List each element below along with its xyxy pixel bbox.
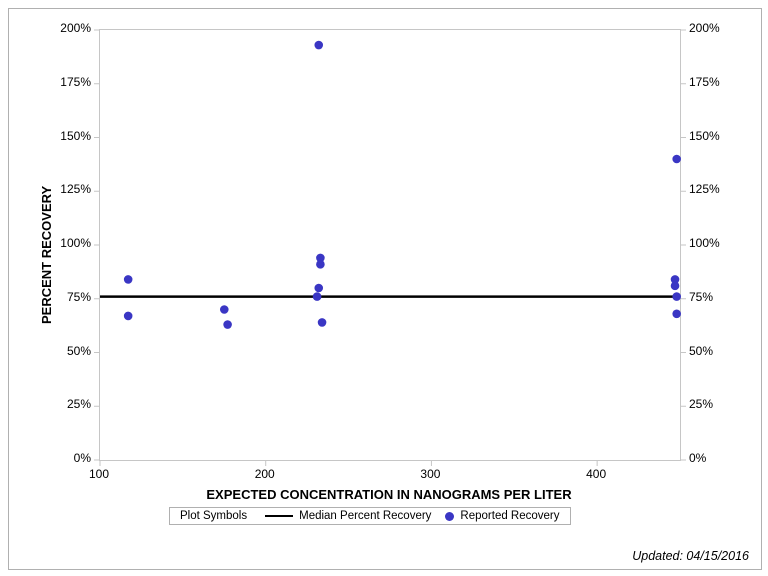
tick-label: 150% bbox=[689, 129, 720, 143]
data-point bbox=[314, 284, 323, 293]
data-point bbox=[124, 275, 133, 284]
data-point bbox=[318, 318, 327, 327]
tick-label: 75% bbox=[51, 290, 91, 304]
chart-frame: EXPECTED CONCENTRATION IN NANOGRAMS PER … bbox=[8, 8, 762, 570]
data-point bbox=[223, 320, 232, 329]
tick-label: 100 bbox=[79, 467, 119, 481]
x-axis-label: EXPECTED CONCENTRATION IN NANOGRAMS PER … bbox=[99, 487, 679, 502]
data-point bbox=[671, 282, 680, 291]
tick-label: 100% bbox=[51, 236, 91, 250]
data-point bbox=[124, 312, 133, 321]
updated-text: Updated: 04/15/2016 bbox=[632, 549, 749, 563]
tick-label: 50% bbox=[51, 344, 91, 358]
legend-item: Reported Recovery bbox=[445, 510, 559, 522]
tick-label: 125% bbox=[51, 182, 91, 196]
tick-label: 175% bbox=[689, 75, 720, 89]
legend: Plot Symbols Median Percent Recovery Repo… bbox=[169, 507, 571, 525]
legend-title: Plot Symbols bbox=[180, 510, 247, 522]
tick-label: 25% bbox=[51, 397, 91, 411]
data-point bbox=[672, 310, 681, 319]
tick-label: 175% bbox=[51, 75, 91, 89]
tick-label: 0% bbox=[51, 451, 91, 465]
tick-label: 400 bbox=[576, 467, 616, 481]
tick-label: 300 bbox=[410, 467, 450, 481]
data-point bbox=[314, 41, 323, 50]
legend-label: Median Percent Recovery bbox=[299, 510, 431, 522]
data-point bbox=[220, 305, 229, 314]
legend-item: Median Percent Recovery bbox=[265, 510, 431, 522]
tick-label: 25% bbox=[689, 397, 713, 411]
tick-label: 125% bbox=[689, 182, 720, 196]
tick-label: 0% bbox=[689, 451, 706, 465]
tick-label: 200% bbox=[51, 21, 91, 35]
dot-icon bbox=[445, 512, 454, 521]
legend-label: Reported Recovery bbox=[460, 510, 559, 522]
data-point bbox=[672, 292, 681, 301]
plot-svg bbox=[100, 30, 680, 460]
tick-label: 150% bbox=[51, 129, 91, 143]
data-point bbox=[313, 292, 322, 301]
data-point bbox=[672, 155, 681, 164]
tick-label: 100% bbox=[689, 236, 720, 250]
tick-label: 200 bbox=[245, 467, 285, 481]
tick-label: 200% bbox=[689, 21, 720, 35]
plot-area bbox=[99, 29, 681, 461]
data-point bbox=[316, 260, 325, 269]
line-icon bbox=[265, 515, 293, 517]
tick-label: 75% bbox=[689, 290, 713, 304]
tick-label: 50% bbox=[689, 344, 713, 358]
